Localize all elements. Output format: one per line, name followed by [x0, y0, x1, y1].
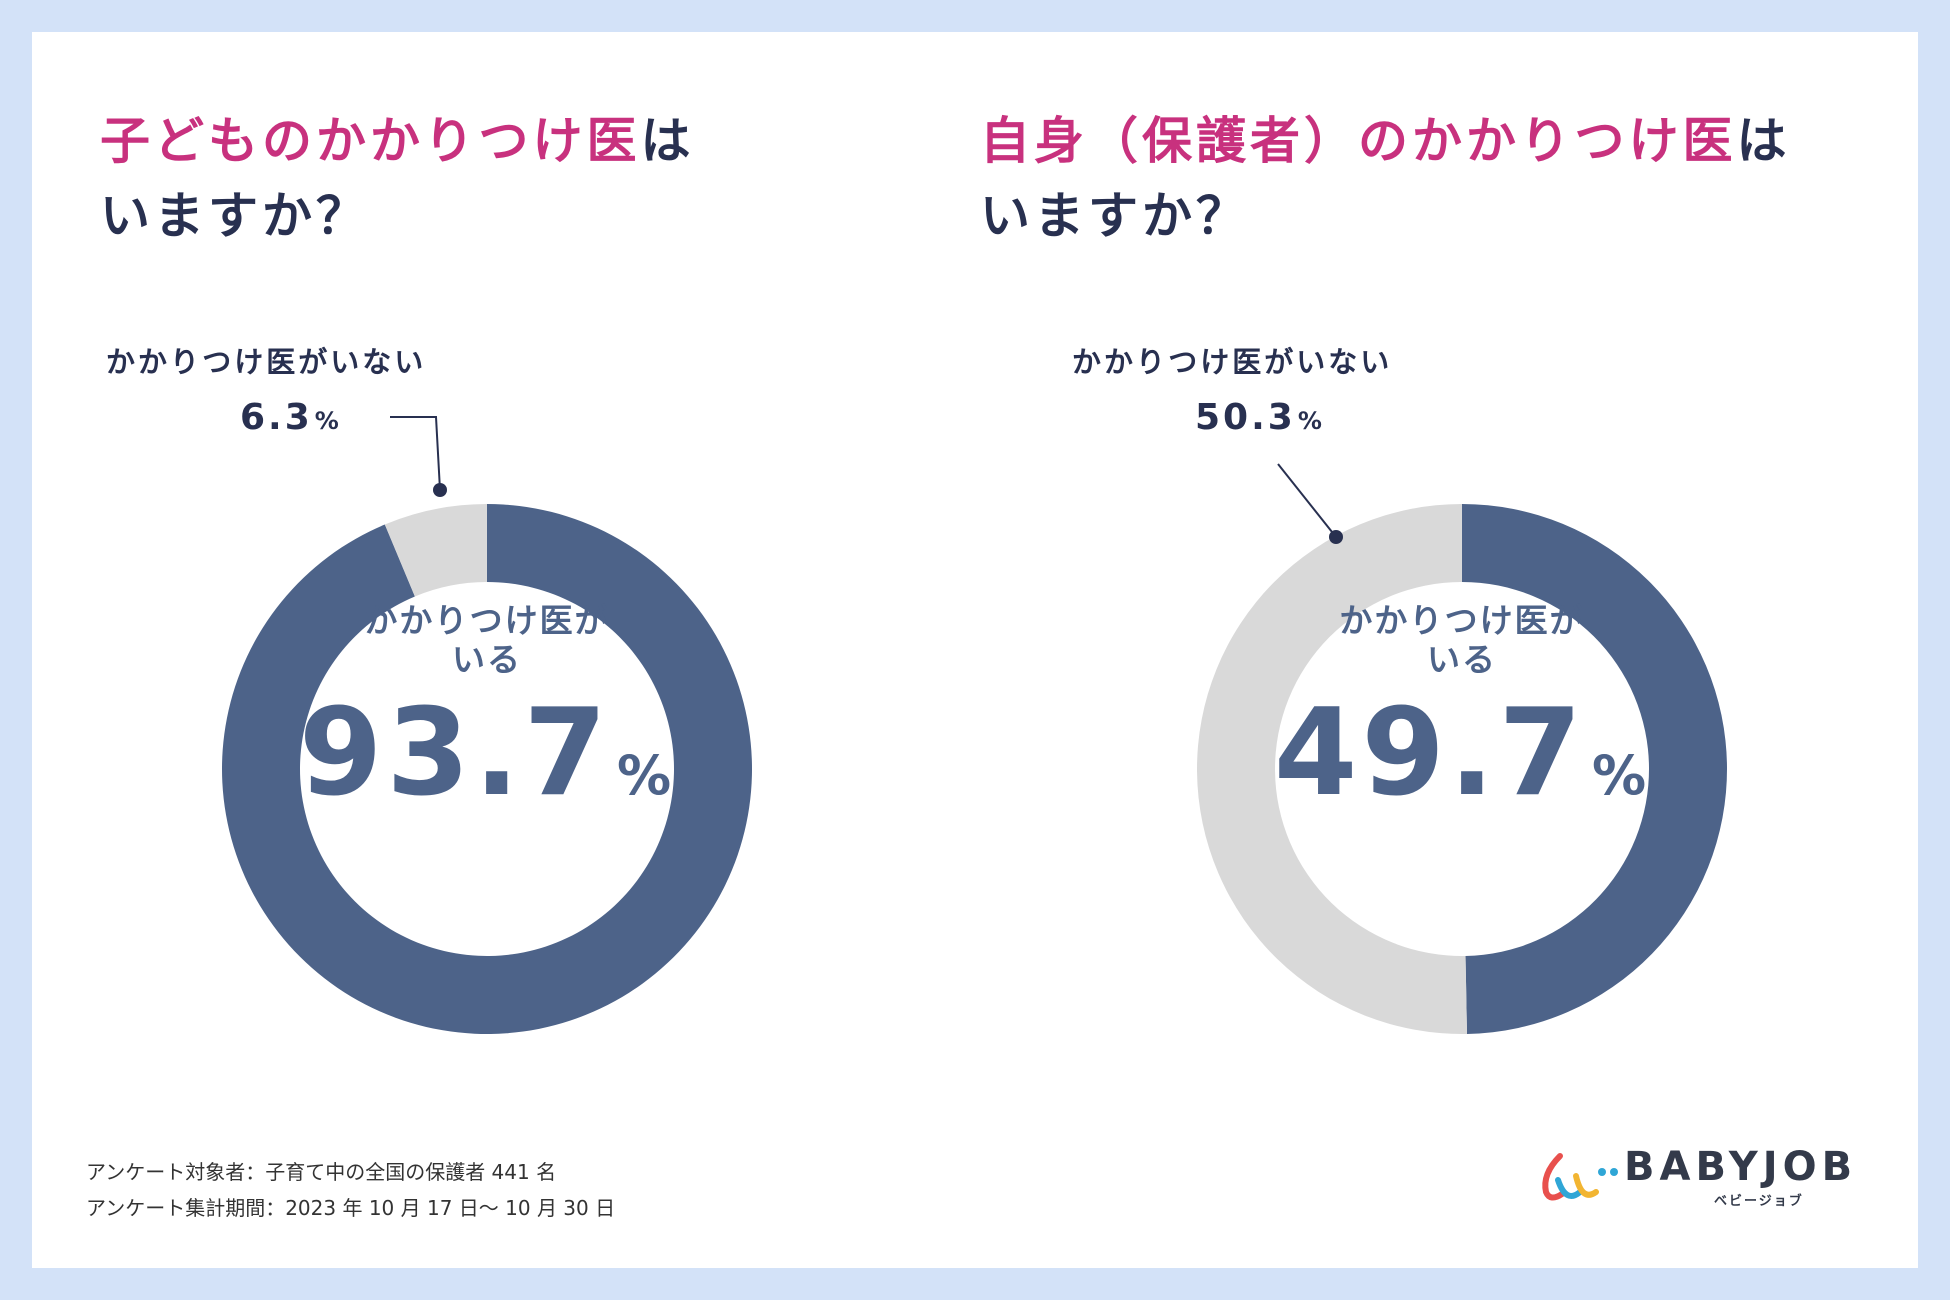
minor-label: かかりつけ医がいない: [1072, 345, 1392, 379]
center-value: 49.7%: [1274, 684, 1650, 823]
slice-no-doctor: [384, 504, 487, 597]
infographic-card: 子どものかかりつけ医は いますか？ 自身（保護者）のかかりつけ医は いますか？ …: [32, 32, 1918, 1268]
survey-target: アンケート対象者：子育て中の全国の保護者 441 名: [86, 1160, 557, 1184]
leader-line: [390, 416, 441, 491]
title-line2: いますか？: [980, 187, 1250, 245]
survey-footer: アンケート対象者：子育て中の全国の保護者 441 名 アンケート集計期間：202…: [86, 1154, 615, 1226]
slice-no-doctor: [1197, 504, 1467, 1034]
survey-period: アンケート集計期間：2023 年 10 月 17 日～ 10 月 30 日: [86, 1196, 616, 1220]
title-highlight: 子どものかかりつけ医: [100, 112, 641, 170]
logo-mark-icon: [1542, 1153, 1618, 1201]
title-rest: は: [640, 112, 695, 170]
center-value: 93.7%: [299, 684, 675, 823]
donut-chart-children: かかりつけ医がいない 6.3% かかりつけ医が いる 93.7%: [106, 345, 752, 1034]
slice-has-doctor: [1462, 504, 1728, 1034]
leader-line: [1277, 463, 1337, 538]
title-highlight: 自身（保護者）のかかりつけ医: [980, 112, 1737, 170]
center-label-line1: かかりつけ医が: [364, 601, 609, 640]
leader-dot: [433, 483, 447, 497]
minor-value: 50.3%: [1195, 397, 1325, 438]
center-label-line2: いる: [452, 640, 522, 679]
title-rest: は: [1736, 112, 1791, 170]
title-line2: いますか？: [100, 187, 370, 245]
chart-title-guardian: 自身（保護者）のかかりつけ医は いますか？: [980, 104, 1900, 254]
slice-has-doctor: [222, 504, 752, 1034]
logo-text: BABYJOB: [1624, 1144, 1858, 1190]
chart-title-children: 子どものかかりつけ医は いますか？: [100, 104, 900, 254]
minor-value: 6.3%: [240, 397, 342, 438]
center-label-line2: いる: [1427, 640, 1497, 679]
leader-dot: [1329, 530, 1343, 544]
babyjob-logo: BABYJOB ベビージョブ: [1532, 1144, 1872, 1209]
minor-label: かかりつけ医がいない: [106, 345, 426, 379]
donut-chart-guardian: かかりつけ医がいない 50.3% かかりつけ医が いる 49.7%: [1072, 345, 1728, 1034]
charts-svg: かかりつけ医がいない 6.3% かかりつけ医が いる 93.7% かかりつけ医が…: [106, 345, 1728, 1034]
center-label-line1: かかりつけ医が: [1339, 601, 1584, 640]
logo-subtext: ベビージョブ: [1714, 1194, 1804, 1209]
